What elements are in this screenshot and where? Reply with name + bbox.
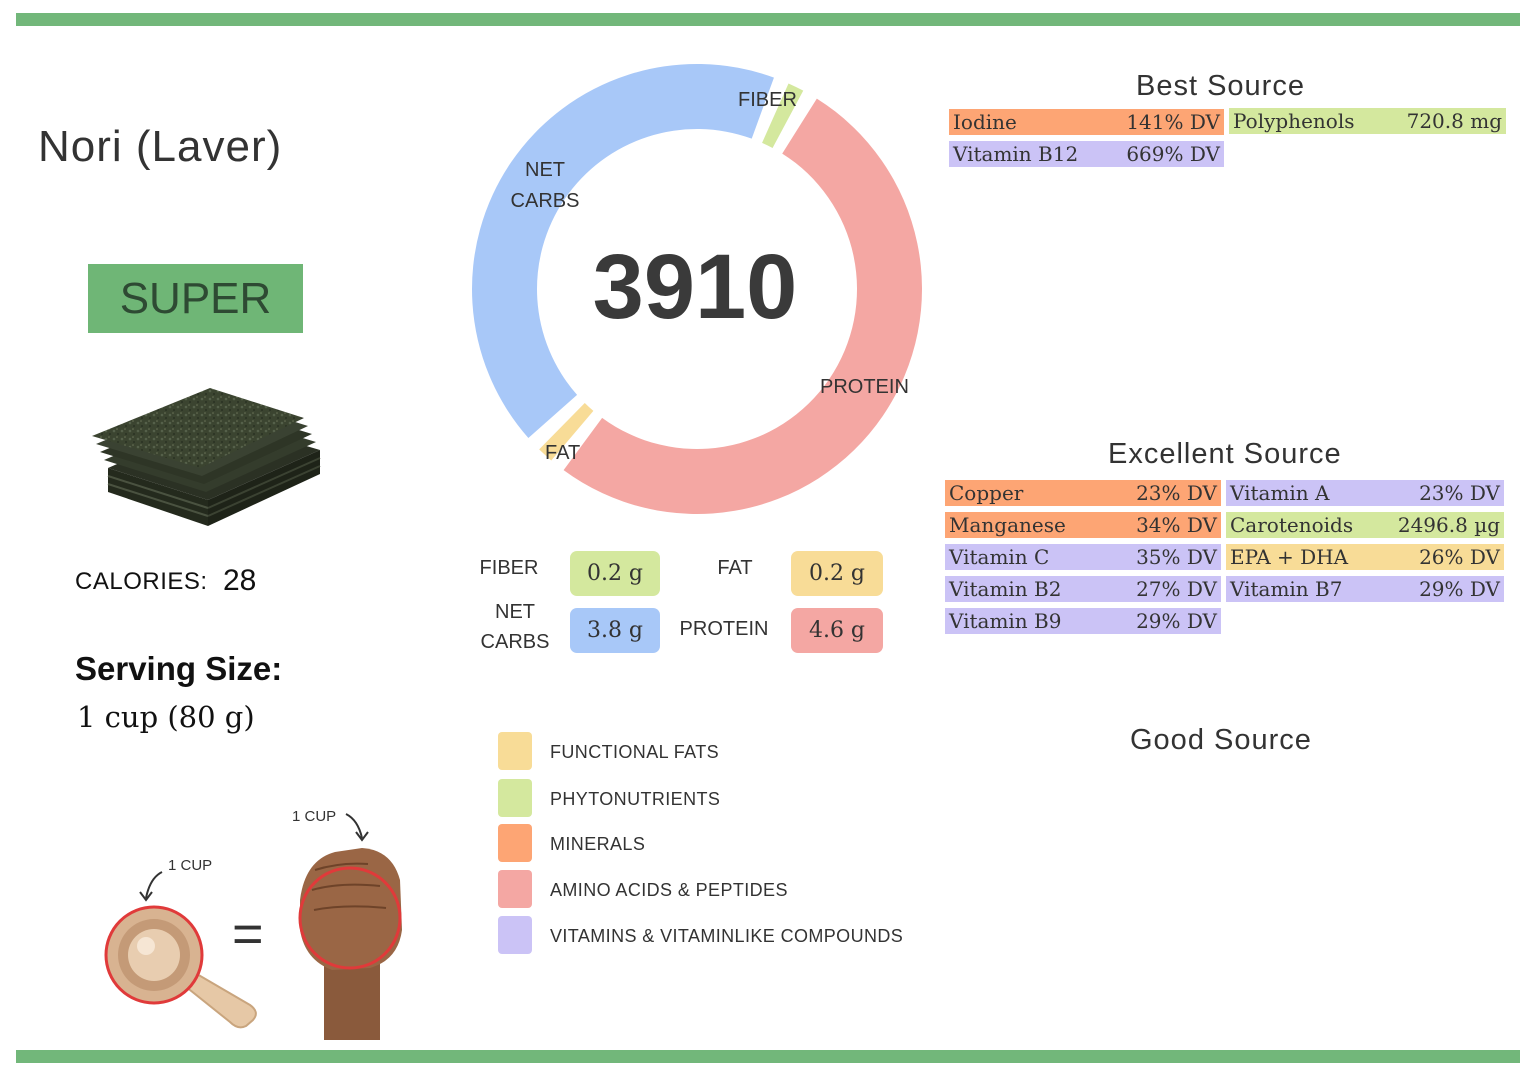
nutrient-name: Vitamin B9 xyxy=(949,609,1062,633)
macro-value-fiber: 0.2 g xyxy=(570,551,660,596)
nutrient-row: Polyphenols 720.8 mg xyxy=(1229,108,1506,134)
macro-label-protein: PROTEIN xyxy=(679,618,769,640)
nutrient-row: Iodine 141% DV xyxy=(949,109,1224,135)
macro-value-fat: 0.2 g xyxy=(791,551,883,596)
nori-stack xyxy=(92,388,321,526)
top-divider xyxy=(16,13,1520,26)
donut-label-net-carbs: NET CARBS xyxy=(505,155,585,217)
fist-arrow-head-icon xyxy=(355,831,369,842)
fist-label: 1 CUP xyxy=(292,808,336,825)
nutrient-value: 720.8 mg xyxy=(1406,109,1502,133)
nutrient-name: Iodine xyxy=(953,110,1017,134)
nutrient-value: 35% DV xyxy=(1136,545,1217,569)
nutrient-row: Carotenoids 2496.8 µg xyxy=(1226,512,1504,538)
nutrient-score: 3910 xyxy=(592,236,798,338)
nutrient-row: Copper 23% DV xyxy=(945,480,1221,506)
nutrient-row: EPA + DHA 26% DV xyxy=(1226,544,1504,570)
cup-arrow-head-icon xyxy=(139,891,153,902)
legend-swatch xyxy=(498,870,532,908)
nutrient-row: Vitamin B12 669% DV xyxy=(949,141,1224,167)
serving-visual: 1 CUP = 1 CUP xyxy=(104,808,402,1040)
excellent-source-heading: Excellent Source xyxy=(1108,438,1342,470)
legend-swatch xyxy=(498,732,532,770)
cup-arrow-icon xyxy=(145,871,163,899)
nutrient-value: 26% DV xyxy=(1419,545,1500,569)
nutrient-row: Vitamin A 23% DV xyxy=(1226,480,1504,506)
nutrient-value: 2496.8 µg xyxy=(1397,513,1500,537)
donut-slice-fiber xyxy=(762,83,804,148)
nutrient-name: Copper xyxy=(949,481,1024,505)
nutrient-name: Polyphenols xyxy=(1233,109,1355,133)
donut-label-net: NET xyxy=(525,159,565,181)
cup-label: 1 CUP xyxy=(168,857,212,874)
nutrient-row: Vitamin B7 29% DV xyxy=(1226,576,1504,602)
donut-label-fiber: FIBER xyxy=(738,89,797,111)
rating-badge: SUPER xyxy=(88,264,303,333)
macro-label-net: NET xyxy=(495,601,535,623)
macro-value-net-carbs: 3.8 g xyxy=(570,608,660,653)
equals-sign: = xyxy=(232,904,264,964)
macro-label-fat: FAT xyxy=(717,557,753,579)
fist-icon xyxy=(298,848,402,1040)
nori-sheets-image xyxy=(92,388,321,526)
macro-label-fiber: FIBER xyxy=(479,557,539,579)
nutrient-row: Manganese 34% DV xyxy=(945,512,1221,538)
nutrient-row: Vitamin C 35% DV xyxy=(945,544,1221,570)
donut-label-carbs: CARBS xyxy=(510,190,580,212)
macro-donut-chart xyxy=(472,63,922,514)
nutrient-row: Vitamin B2 27% DV xyxy=(945,576,1221,602)
legend-swatch xyxy=(498,824,532,862)
measuring-cup-icon xyxy=(104,905,257,1029)
calories-value: 28 xyxy=(223,564,257,597)
donut-slice-fat xyxy=(539,403,594,461)
nutrient-name: Manganese xyxy=(949,513,1066,537)
donut-slice-net-carbs xyxy=(472,63,774,438)
macro-label-carbs: CARBS xyxy=(480,631,550,653)
legend-swatch xyxy=(498,779,532,817)
fist-arrow-icon xyxy=(345,813,363,839)
nutrient-value: 34% DV xyxy=(1136,513,1217,537)
nutrient-name: EPA + DHA xyxy=(1230,545,1349,569)
legend-label: AMINO ACIDS & PEPTIDES xyxy=(550,880,788,900)
donut-label-protein: PROTEIN xyxy=(820,376,909,398)
serving-size-value: 1 cup (80 g) xyxy=(77,700,255,734)
bottom-divider xyxy=(16,1050,1520,1063)
legend-label: VITAMINS & VITAMINLIKE COMPOUNDS xyxy=(550,926,904,946)
nutrient-name: Carotenoids xyxy=(1230,513,1354,537)
macro-value-protein: 4.6 g xyxy=(791,608,883,653)
nutrient-value: 27% DV xyxy=(1136,577,1217,601)
food-title: Nori (Laver) xyxy=(38,122,283,171)
nutrient-name: Vitamin A xyxy=(1230,481,1330,505)
nutrient-value: 29% DV xyxy=(1419,577,1500,601)
nutrient-name: Vitamin B12 xyxy=(953,142,1079,166)
donut-label-fat: FAT xyxy=(545,442,581,464)
nutrient-value: 141% DV xyxy=(1126,110,1220,134)
good-source-heading: Good Source xyxy=(1130,724,1312,756)
legend-label: MINERALS xyxy=(550,834,646,854)
calories-label: CALORIES: xyxy=(75,568,208,595)
legend-label: PHYTONUTRIENTS xyxy=(550,789,721,809)
nutrient-name: Vitamin B2 xyxy=(949,577,1062,601)
nutrient-value: 23% DV xyxy=(1136,481,1217,505)
nutrient-value: 23% DV xyxy=(1419,481,1500,505)
legend-swatch xyxy=(498,916,532,954)
nutrient-name: Vitamin C xyxy=(949,545,1050,569)
best-source-heading: Best Source xyxy=(1136,70,1305,102)
nutrient-name: Vitamin B7 xyxy=(1230,577,1343,601)
legend-label: FUNCTIONAL FATS xyxy=(550,742,720,762)
nutrient-row: Vitamin B9 29% DV xyxy=(945,608,1221,634)
macro-label-net-carbs: NET CARBS xyxy=(470,597,560,657)
nutrient-value: 669% DV xyxy=(1126,142,1220,166)
nutrient-value: 29% DV xyxy=(1136,609,1217,633)
donut-slice-protein xyxy=(563,98,922,514)
serving-size-label: Serving Size: xyxy=(75,650,283,687)
